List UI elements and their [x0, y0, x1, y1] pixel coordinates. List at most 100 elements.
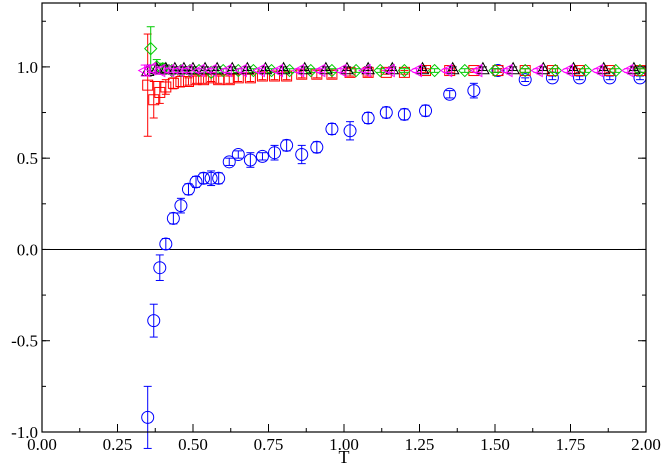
data-point-circle: [222, 155, 236, 169]
data-point-circle: [268, 146, 282, 160]
data-point-square: [223, 74, 235, 86]
data-point-square: [213, 74, 225, 86]
data-point-diamond: [548, 63, 563, 78]
data-point-triangle-left: [270, 63, 284, 78]
data-point-triangle-left: [291, 63, 305, 78]
y-tick-label: -1.0: [11, 423, 38, 442]
x-tick-label: 0.00: [27, 435, 57, 454]
data-point-diamond: [304, 63, 318, 78]
data-point-square: [167, 77, 179, 89]
data-point-triangle-left: [409, 63, 422, 78]
data-point-triangle-left: [530, 63, 543, 78]
data-point-circle: [147, 314, 161, 328]
data-point-circle: [467, 84, 481, 98]
data-point-circle: [212, 171, 226, 185]
x-tick-label: 0.25: [103, 435, 133, 454]
data-point-diamond: [518, 63, 532, 78]
data-point-circle: [361, 111, 375, 125]
data-point-triangle-left: [191, 63, 205, 78]
data-point-circle: [189, 175, 203, 189]
data-point-triangle-left: [252, 63, 265, 78]
data-point-circle: [443, 87, 457, 101]
data-point-triangle-left: [152, 63, 166, 78]
data-point-diamond: [144, 41, 158, 56]
data-point-square: [519, 65, 531, 77]
data-point-circle: [295, 148, 309, 162]
data-point-triangle-left: [358, 63, 371, 78]
data-point-square: [190, 74, 202, 86]
data-point-circle: [379, 106, 393, 120]
data-point-diamond: [282, 63, 297, 78]
y-tick-label: 0.0: [17, 240, 38, 259]
y-tick-label: -0.5: [11, 332, 38, 351]
data-point-triangle-left: [219, 63, 232, 78]
data-point-circle: [159, 237, 173, 251]
plot-layer: [42, 26, 647, 449]
y-tick-label: 1.0: [17, 58, 38, 77]
data-point-triangle-left: [333, 63, 347, 78]
x-tick-label: 0.50: [178, 435, 208, 454]
data-point-square: [182, 75, 194, 87]
data-point-diamond: [633, 63, 647, 78]
data-point-circle: [343, 124, 357, 138]
data-point-square: [142, 79, 154, 91]
data-point-diamond: [609, 63, 623, 78]
data-point-circle: [310, 140, 324, 154]
data-point-square: [269, 70, 281, 82]
data-point-diamond: [325, 63, 339, 78]
data-point-triangle-left: [590, 63, 604, 78]
x-tick-label: 1.50: [480, 435, 510, 454]
data-point-circle: [255, 149, 269, 163]
data-point-circle: [518, 73, 532, 87]
x-axis-label: T: [339, 447, 350, 466]
data-point-triangle-left: [234, 63, 247, 78]
data-point-square: [148, 94, 160, 106]
data-point-square: [398, 66, 410, 78]
axis-layer: 0.00 0.25 0.50 0.75 1.00 1.25 1.50 1.75 2.00 -1.0…: [11, 3, 661, 454]
data-point-triangle-left: [137, 63, 151, 78]
data-point-diamond: [373, 63, 387, 78]
x-tick-label: 1.75: [556, 435, 586, 454]
data-point-circle: [141, 410, 155, 424]
data-point-triangle-left: [204, 63, 217, 78]
data-point-circle: [197, 171, 211, 185]
data-point-triangle-left: [161, 63, 175, 78]
data-point-triangle-left: [143, 61, 157, 76]
data-point-triangle-left: [382, 63, 395, 78]
data-point-diamond: [427, 63, 442, 78]
data-point-triangle-left: [469, 63, 483, 78]
data-point-circle: [153, 261, 167, 275]
data-point-circle: [243, 153, 257, 167]
x-tick-label: 0.75: [254, 435, 284, 454]
data-point-circle: [174, 199, 188, 213]
x-tick-label: 1.00: [329, 435, 359, 454]
data-point-circle: [397, 107, 411, 121]
data-point-diamond: [488, 63, 502, 78]
data-point-triangle-left: [560, 63, 573, 78]
data-point-circle: [325, 122, 339, 136]
data-point-circle: [491, 64, 505, 78]
data-point-square: [492, 65, 504, 77]
data-point-circle: [166, 211, 180, 225]
series-triangle-left: [137, 61, 634, 78]
data-point-square: [160, 81, 172, 93]
data-point-circle: [280, 138, 294, 152]
data-point-circle: [181, 182, 195, 196]
data-point-circle: [419, 104, 433, 118]
y-tick-label: 0.5: [17, 149, 38, 168]
data-point-triangle-left: [179, 63, 193, 78]
x-tick-label: 2.00: [631, 435, 661, 454]
data-point-triangle-left: [170, 63, 184, 78]
data-point-triangle-left: [500, 63, 513, 78]
x-tick-label: 1.25: [405, 435, 435, 454]
data-point-circle: [231, 148, 245, 162]
data-point-diamond: [578, 63, 593, 78]
data-point-circle: [204, 171, 218, 185]
data-point-triangle-left: [620, 63, 634, 78]
data-point-diamond: [458, 63, 472, 78]
data-point-diamond: [349, 63, 363, 78]
data-point-triangle-left: [439, 63, 453, 78]
data-point-diamond: [397, 63, 412, 78]
data-point-triangle-left: [312, 63, 326, 78]
